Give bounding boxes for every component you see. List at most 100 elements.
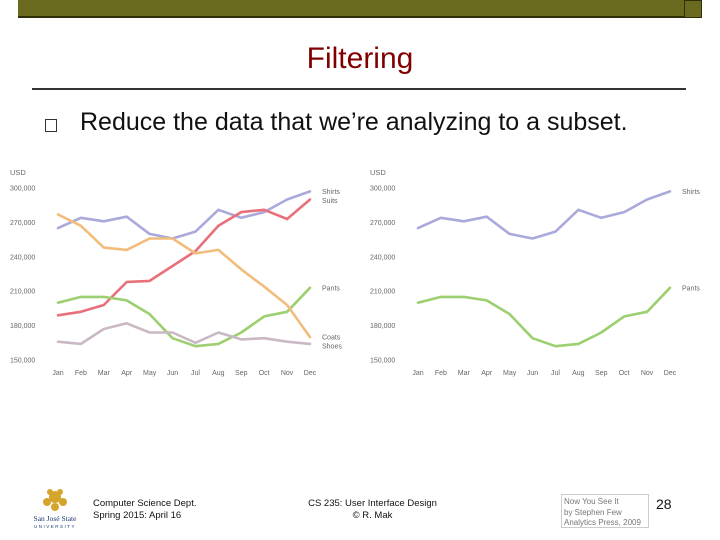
x-tick-label: Feb: [75, 370, 87, 377]
data-point-suits: [148, 280, 151, 282]
data-point-suits: [194, 250, 197, 252]
y-tick-label: 210,000: [10, 289, 35, 296]
data-point-suits: [171, 265, 174, 267]
data-point-shirts: [669, 190, 671, 193]
data-point-shoes: [171, 331, 174, 334]
x-tick-label: Sep: [235, 370, 248, 377]
y-tick-label: 270,000: [370, 220, 395, 227]
footer-dept-line1: Computer Science Dept.: [93, 498, 197, 509]
data-point-coats: [309, 336, 311, 338]
data-point-suits: [57, 314, 59, 317]
data-point-pants: [646, 310, 648, 313]
data-point-pants: [508, 313, 511, 315]
data-point-coats: [171, 237, 174, 240]
sjsu-logo-icon: San José State UNIVERSITY: [34, 489, 78, 529]
chart-background: [8, 160, 353, 390]
book-credit: Now You See It by Stephen Few Analytics …: [561, 494, 649, 528]
data-point-shoes: [102, 328, 105, 330]
data-point-shirts: [102, 220, 105, 223]
y-axis-label: USD: [10, 168, 26, 177]
data-point-pants: [57, 301, 59, 304]
data-point-shirts: [554, 230, 557, 233]
data-point-shoes: [240, 338, 243, 341]
data-point-suits: [217, 224, 220, 227]
x-tick-label: Feb: [435, 370, 447, 377]
x-tick-label: Dec: [664, 370, 677, 377]
x-tick-label: Aug: [572, 370, 585, 377]
series-label-shirts: Shirts: [682, 189, 700, 196]
data-point-pants: [263, 315, 266, 318]
data-point-pants: [577, 343, 580, 345]
series-line-shirts: [416, 190, 672, 240]
credit-line3: Analytics Press, 2009: [564, 518, 641, 527]
y-axis-label: USD: [370, 168, 386, 177]
data-point-pants: [80, 296, 82, 298]
x-tick-label: Jan: [52, 370, 63, 377]
data-point-shirts: [194, 230, 197, 233]
data-point-coats: [286, 304, 288, 306]
data-point-shirts: [600, 216, 603, 219]
logo-text-name: San José State: [34, 514, 78, 523]
data-point-pants: [194, 345, 197, 348]
y-tick-label: 240,000: [370, 254, 395, 261]
data-point-coats: [80, 224, 82, 227]
data-point-shirts: [417, 227, 419, 229]
data-point-pants: [531, 337, 534, 340]
y-tick-label: 300,000: [370, 186, 395, 193]
data-point-shoes: [309, 343, 311, 345]
data-point-pants: [286, 310, 288, 313]
data-point-shirts: [125, 215, 128, 218]
data-point-shoes: [80, 343, 82, 345]
data-point-suits: [80, 310, 82, 313]
data-point-pants: [148, 313, 151, 315]
data-point-shirts: [577, 208, 580, 211]
data-point-coats: [148, 237, 151, 240]
data-point-shoes: [148, 331, 151, 334]
data-point-shirts: [309, 190, 311, 193]
data-point-coats: [263, 285, 266, 288]
data-point-coats: [217, 249, 220, 251]
series-label-shoes: Shoes: [322, 344, 342, 351]
x-tick-label: Oct: [619, 370, 630, 377]
series-line-coats: [56, 213, 312, 339]
footer-dept-line2: Spring 2015: April 16: [93, 510, 182, 521]
data-point-shirts: [217, 208, 220, 211]
data-point-pants: [485, 299, 488, 302]
series-label-pants: Pants: [322, 285, 340, 292]
x-tick-label: Jul: [191, 370, 200, 377]
data-point-pants: [240, 331, 243, 334]
top-banner: [18, 0, 702, 18]
data-point-pants: [554, 345, 557, 348]
x-tick-label: Mar: [98, 370, 111, 377]
x-tick-label: Oct: [259, 370, 270, 377]
data-point-pants: [217, 343, 220, 345]
credit-line2: by Stephen Few: [564, 507, 622, 517]
data-point-coats: [240, 268, 243, 271]
series-line-shoes: [56, 322, 312, 346]
data-point-suits: [286, 218, 288, 220]
data-point-shirts: [240, 216, 243, 219]
data-point-suits: [102, 304, 105, 306]
bullet-text: Reduce the data that we’re analyzing to …: [80, 108, 628, 136]
data-point-shirts: [485, 215, 488, 218]
y-tick-label: 240,000: [10, 254, 35, 261]
footer-course-line1: CS 235: User Interface Design: [308, 498, 437, 509]
series-line-pants: [416, 286, 672, 348]
x-tick-label: Apr: [121, 370, 133, 377]
title-divider: [32, 88, 686, 90]
data-point-shirts: [286, 198, 288, 201]
data-point-shoes: [217, 331, 220, 334]
logo-text-univ: UNIVERSITY: [34, 524, 76, 529]
data-point-shirts: [462, 220, 465, 223]
x-tick-label: Nov: [281, 370, 294, 377]
y-tick-label: 180,000: [370, 323, 395, 330]
data-point-coats: [125, 249, 128, 251]
y-tick-label: 270,000: [10, 220, 35, 227]
y-tick-label: 150,000: [370, 358, 395, 365]
x-tick-label: Aug: [212, 370, 225, 377]
data-point-shirts: [646, 198, 648, 201]
footer-dept: Computer Science Dept. Spring 2015: Apri…: [93, 498, 197, 522]
data-point-suits: [309, 198, 311, 201]
data-point-shirts: [263, 211, 266, 213]
x-tick-label: Jun: [527, 370, 538, 377]
